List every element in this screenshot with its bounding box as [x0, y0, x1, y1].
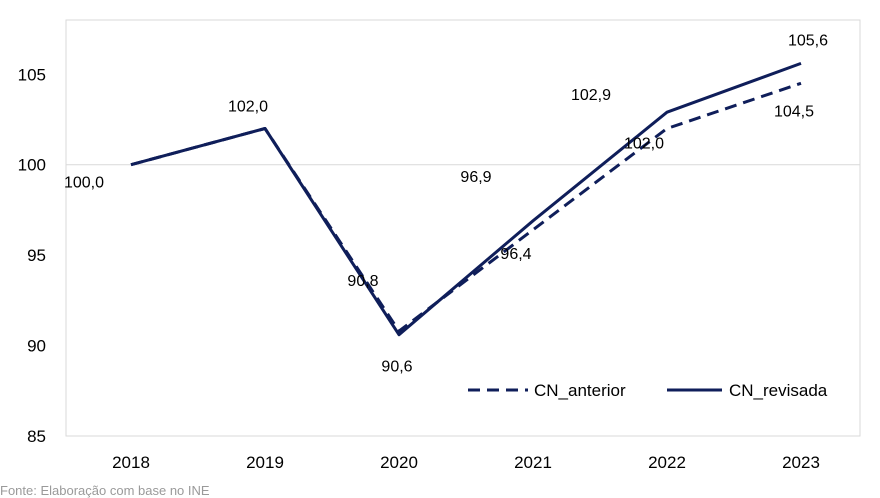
- legend-label-CN_anterior: CN_anterior: [534, 381, 626, 400]
- data-labels: 100,0 102,0 90,8 90,6 96,9 96,4 102,9 102,0 105,…: [64, 32, 828, 375]
- data-label: 90,6: [381, 359, 412, 376]
- x-tick-label: 2023: [782, 453, 820, 472]
- data-label: 105,6: [788, 32, 828, 49]
- data-label: 90,8: [347, 273, 378, 290]
- x-tick-label: 2018: [112, 453, 150, 472]
- series-line-CN_revisada: [130, 61, 802, 337]
- x-axis-ticks: 2018 2019 2020 2021 2022 2023: [112, 453, 820, 472]
- series-lines: [130, 61, 802, 337]
- x-tick-label: 2019: [246, 453, 284, 472]
- y-tick-label: 100: [18, 156, 46, 175]
- data-label: 96,9: [460, 169, 491, 186]
- line-chart: 85 90 95 100 105 2018 2019 2020 2021 2022 2023 10…: [18, 19, 861, 472]
- y-tick-label: 90: [27, 337, 46, 356]
- data-label: 102,0: [624, 136, 664, 153]
- x-tick-label: 2021: [514, 453, 552, 472]
- x-tick-label: 2022: [648, 453, 686, 472]
- y-tick-label: 95: [27, 246, 46, 265]
- data-label: 102,0: [228, 99, 268, 116]
- legend: CN_anterior CN_revisada: [468, 381, 828, 400]
- data-label: 102,9: [571, 87, 611, 104]
- data-label: 104,5: [774, 103, 814, 120]
- y-tick-label: 105: [18, 65, 46, 84]
- series-line-CN_anterior: [130, 81, 802, 333]
- legend-label-CN_revisada: CN_revisada: [729, 381, 828, 400]
- y-axis-ticks: 85 90 95 100 105: [18, 65, 46, 446]
- data-label: 100,0: [64, 175, 104, 192]
- source-note: Fonte: Elaboração com base no INE: [0, 483, 210, 498]
- x-tick-label: 2020: [380, 453, 418, 472]
- plot-area-frame: [65, 19, 861, 437]
- data-label: 96,4: [500, 246, 531, 263]
- y-tick-label: 85: [27, 427, 46, 446]
